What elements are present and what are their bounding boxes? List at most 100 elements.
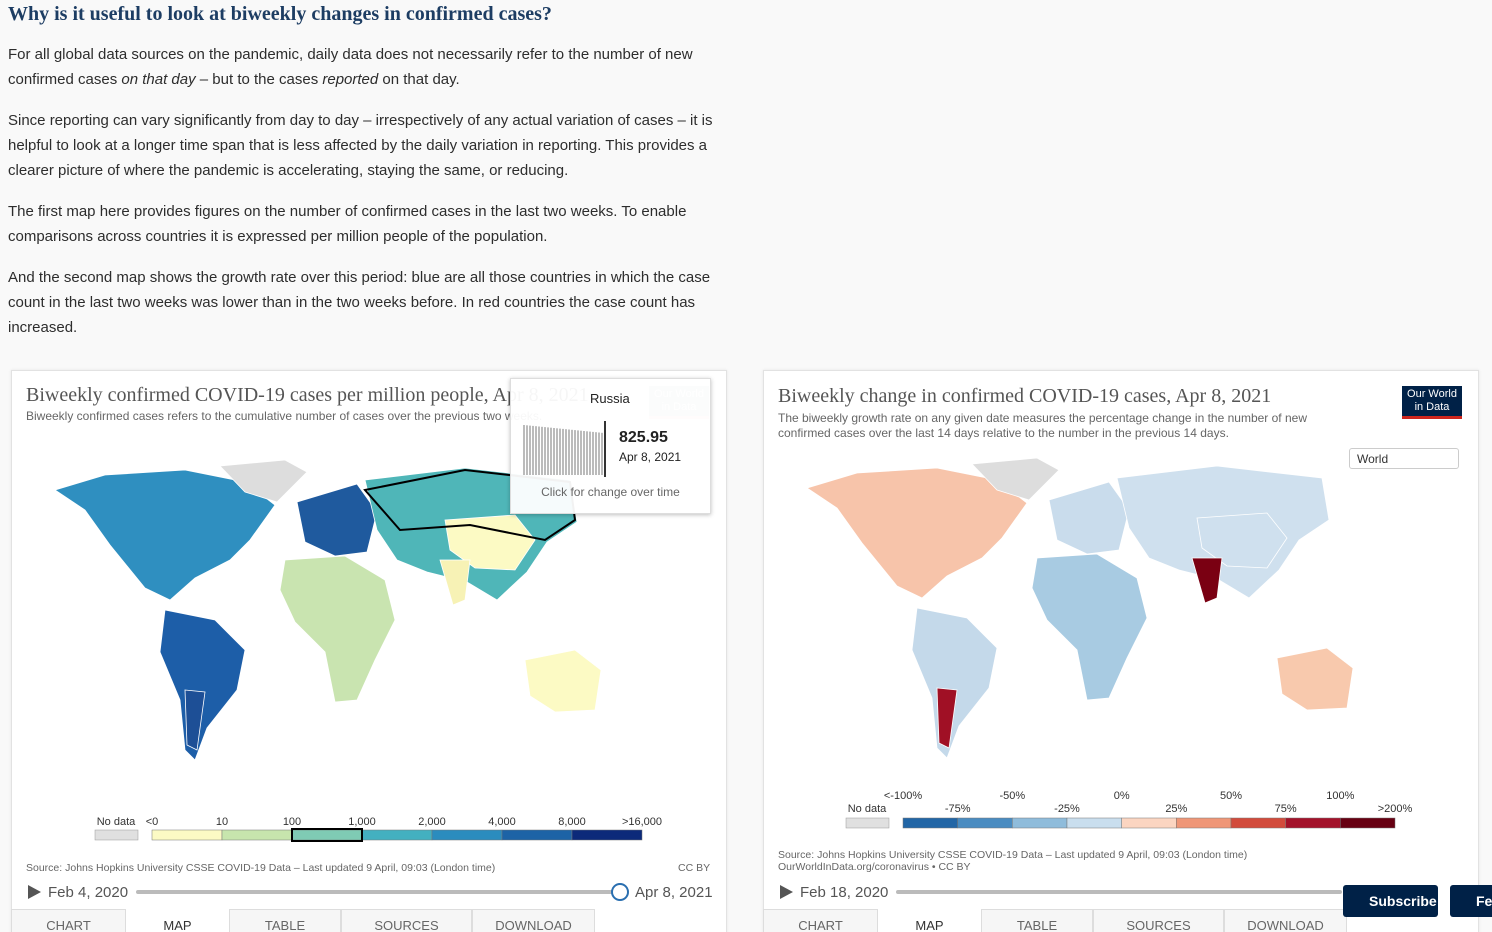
legend-bin [1340,817,1396,829]
country-region [54,469,276,601]
legend-bin [361,829,433,841]
legend-label: <0 [146,816,159,828]
tab-bar: CHART MAP TABLE SOURCES DOWNLOAD [11,909,595,932]
tooltip-hint: Click for change over time [541,485,680,499]
legend-label: 0% [1114,790,1130,802]
tab[interactable]: DOWNLOAD [1224,909,1347,932]
map-tooltip: Russia 825.95 Apr 8, 2021 Click for chan… [510,378,711,514]
legend-label: 50% [1220,790,1242,802]
sparkline-bar [541,426,543,475]
sparkline-bar [580,430,582,475]
tab[interactable]: MAP [878,909,981,932]
legend-bin [957,817,1013,829]
sparkline-bar [556,428,558,475]
legend-label: -50% [999,790,1025,802]
tab[interactable]: SOURCES [341,909,472,932]
sparkline-bar [565,429,567,475]
source: Source: Johns Hopkins University CSSE CO… [778,849,1248,861]
country-region [524,649,602,713]
tab-bar: CHART MAP TABLE SOURCES DOWNLOAD [763,909,1347,932]
play-button[interactable] [780,885,793,899]
country-region [184,689,206,751]
license: CC BY [678,862,711,874]
sparkline-bar [562,428,564,475]
country-region [439,559,471,606]
tab[interactable]: TABLE [229,909,341,932]
timeline-start: Feb 18, 2020 [800,884,889,901]
legend-bin [1121,817,1177,829]
legend-label: No data [848,803,887,815]
country-region [936,687,958,749]
sparkline-bar [523,425,525,475]
legend-label: 8,000 [558,816,586,828]
play-button[interactable] [28,885,41,899]
tab[interactable]: CHART [763,909,878,932]
country-region [806,467,1028,599]
legend-bin [902,817,958,829]
sparkline-bar [589,431,591,475]
emphasis: on that day [121,71,196,88]
no-data-swatch [845,817,890,829]
paragraph: For all global data sources on the pande… [8,42,733,92]
sparkline-bar [526,425,528,475]
legend-bin [571,829,643,841]
tab[interactable]: CHART [11,909,126,932]
feedback-button[interactable]: Fe [1450,885,1492,917]
tab[interactable]: SOURCES [1093,909,1224,932]
legend-label: 1,000 [348,816,376,828]
country-region [219,459,308,503]
tab[interactable]: TABLE [981,909,1093,932]
tab[interactable]: DOWNLOAD [472,909,595,932]
legend-label: 4,000 [488,816,516,828]
sparkline-bar [592,431,594,475]
text-run: For all global data sources on the pande… [8,46,693,88]
legend-bin [1066,817,1122,829]
sparkline [523,421,606,477]
country-region [1191,557,1223,604]
sparkline-bar [583,431,585,475]
emphasis: reported [322,71,379,88]
legend-label: 100 [283,816,301,828]
country-region [159,609,246,761]
legend-label: No data [97,816,136,828]
sparkline-bar [601,432,603,475]
legend-label: -75% [945,803,971,815]
chart-title: Biweekly change in confirmed COVID-19 ca… [778,385,1272,407]
legend-bin [1285,817,1341,829]
sparkline-bar [550,427,552,475]
sparkline-bar [547,427,549,475]
sparkline-bar [574,430,576,475]
tooltip-country: Russia [590,391,630,406]
country-region [971,457,1060,501]
region-select[interactable]: World [1349,448,1459,469]
tooltip-date: Apr 8, 2021 [619,450,682,464]
sparkline-bar [559,428,561,475]
paragraph: Since reporting can vary significantly f… [8,108,733,183]
highlight-country [363,468,577,542]
tooltip-value: 825.95 [619,429,668,446]
timeline-start: Feb 4, 2020 [48,884,129,901]
no-data-swatch [94,829,139,841]
timeline-handle[interactable] [611,883,629,901]
sparkline-bar [598,432,600,475]
sparkline-bar [538,426,540,475]
subscribe-button[interactable]: Subscribe [1343,885,1438,917]
text-run: – but to the cases [195,71,323,88]
text-run: And the second map shows the growth rate… [8,269,711,336]
sparkline-bar [532,425,534,475]
country-region [1196,512,1288,569]
legend-bin [431,829,503,841]
sparkline-bar [568,429,570,475]
source: OurWorldInData.org/coronavirus • CC BY [778,861,971,873]
sparkline-bar [595,432,597,475]
country-region [444,514,536,571]
legend-label: -25% [1054,803,1080,815]
sparkline-bar [571,429,573,475]
logo[interactable]: Our World in Data [1402,386,1462,419]
legend-bin [221,829,293,841]
text-run: on that day. [378,71,460,88]
tab[interactable]: MAP [126,909,229,932]
country-region [911,607,998,759]
